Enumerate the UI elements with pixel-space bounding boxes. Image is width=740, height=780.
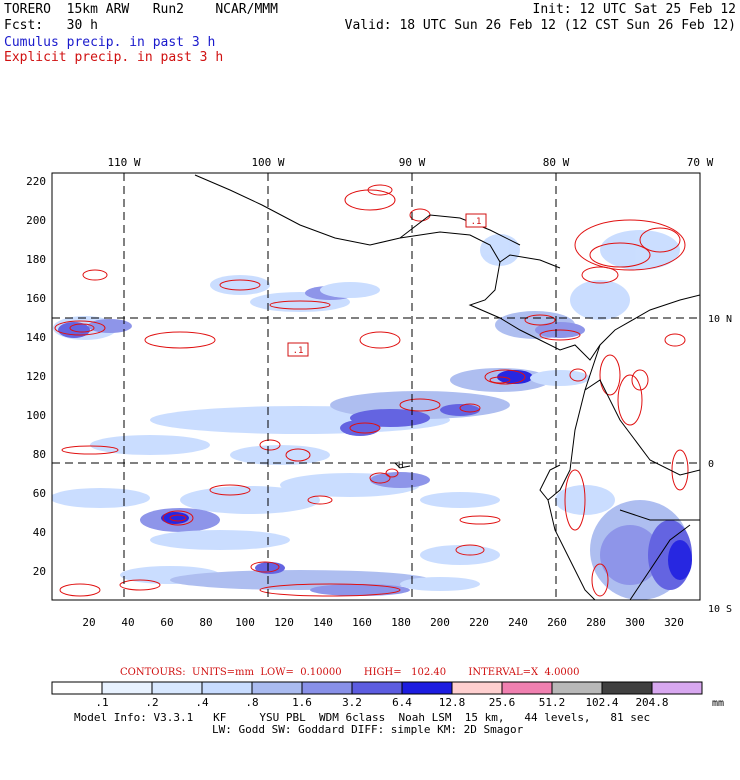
colorbar-level-label: .4 [195,696,209,709]
model-info: Model Info: V3.3.1 KF YSU PBL WDM 6class… [74,711,651,724]
x-tick: 80 [199,616,212,629]
colorbar-level-label: .8 [245,696,258,709]
lon-label: 80 W [543,156,570,169]
y-tick: 80 [33,448,46,461]
colorbar-swatch [301,681,353,695]
x-tick: 320 [664,616,684,629]
colorbar-swatch [151,681,203,695]
contour-high: HIGH= 102.40 [363,667,447,678]
high-marker: H [398,461,403,471]
x-tick: 20 [82,616,95,629]
map-frame [51,172,701,601]
y-grid-labels: 220 200 180 160 140 120 100 80 60 40 20 [26,175,46,578]
y-tick: 180 [26,253,46,266]
lon-label: 70 W [687,156,714,169]
contour-label-text: CONTOURS: [120,667,186,678]
colorbar-swatch [251,681,303,695]
contour-units: UNITS=mm [192,667,255,678]
lat-lon-grid [52,173,700,600]
contour-info: CONTOURS: UNITS=mm LOW= 0.10000 HIGH= 10… [120,667,580,678]
colorbar-level-label: 51.2 [539,696,566,709]
colorbar-level-label: 6.4 [392,696,412,709]
x-tick: 40 [121,616,134,629]
valid-time: Valid: 18 UTC Sun 26 Feb 12 (12 CST Sun … [344,18,736,33]
precip-fields [52,174,700,600]
explicit-contours [54,184,689,597]
y-tick: 160 [26,292,46,305]
x-tick: 240 [508,616,528,629]
colorbar-swatch [501,681,553,695]
y-tick: 60 [33,487,46,500]
lon-label: 90 W [399,156,426,169]
contour-label: .1 [293,346,304,356]
colorbar-level-label: 204.8 [635,696,668,709]
lat-label: 10 S [708,604,732,615]
y-tick: 220 [26,175,46,188]
y-tick: 20 [33,565,46,578]
colorbar-level-label: 25.6 [489,696,516,709]
latitude-labels: 10 N 0 10 S [708,314,732,615]
colorbar-swatch [101,681,153,695]
colorbar-level-label: 1.6 [292,696,312,709]
model-title: TORERO 15km ARW Run2 NCAR/MMM [4,2,278,17]
lon-label: 110 W [107,156,140,169]
init-time: Init: 12 UTC Sat 25 Feb 12 [532,2,737,17]
colorbar-level-label: 12.8 [439,696,466,709]
colorbar-swatch [401,681,453,695]
x-tick: 220 [469,616,489,629]
x-tick: 120 [274,616,294,629]
colorbar-swatch [551,681,603,695]
colorbar-swatch [51,681,103,695]
forecast-hour: Fcst: 30 h [4,18,98,33]
colorbar-swatch [451,681,503,695]
x-tick: 260 [547,616,567,629]
y-tick: 140 [26,331,46,344]
y-tick: 100 [26,409,46,422]
lat-label: 0 [708,459,714,470]
colorbar-level-label: .2 [145,696,158,709]
lon-label: 100 W [251,156,284,169]
contour-value-labels: .1 .1 H [287,213,487,471]
x-tick: 60 [160,616,173,629]
contour-low: LOW= 0.10000 [260,667,342,678]
colorbar-swatch [351,681,403,695]
colorbar-unit: mm [712,698,724,709]
colorbar: .1 .2 .4 .8 1.6 3.2 6.4 12.8 25.6 51.2 102.4 204.8 m… [51,681,724,709]
colorbar-swatch [201,681,253,695]
contour-label: .1 [471,217,482,227]
longitude-labels: 110 W 100 W 90 W 80 W 70 W [107,156,713,169]
y-tick: 40 [33,526,46,539]
x-grid-labels: 20 40 60 80 100 120 140 160 180 200 220 … [82,616,684,629]
colorbar-level-label: 3.2 [342,696,362,709]
colorbar-level-label: 102.4 [585,696,618,709]
x-tick: 160 [352,616,372,629]
precip-map: 110 W 100 W 90 W 80 W 70 W 10 N 0 10 S 2… [26,156,732,629]
x-tick: 300 [625,616,645,629]
colorbar-swatch [651,681,703,695]
colorbar-level-label: .1 [95,696,108,709]
contour-interval: INTERVAL=X 4.0000 [468,667,580,678]
field-explicit-label: Explicit precip. in past 3 h [4,50,224,65]
coastlines [194,174,700,600]
y-tick: 200 [26,214,46,227]
x-tick: 200 [430,616,450,629]
model-physics: LW: Godd SW: Goddard DIFF: simple KM: 2D… [212,723,524,736]
colorbar-swatch [601,681,653,695]
x-tick: 180 [391,616,411,629]
field-cumulus-label: Cumulus precip. in past 3 h [4,35,216,50]
x-tick: 100 [235,616,255,629]
x-tick: 140 [313,616,333,629]
y-tick: 120 [26,370,46,383]
x-tick: 280 [586,616,606,629]
lat-label: 10 N [708,314,732,325]
